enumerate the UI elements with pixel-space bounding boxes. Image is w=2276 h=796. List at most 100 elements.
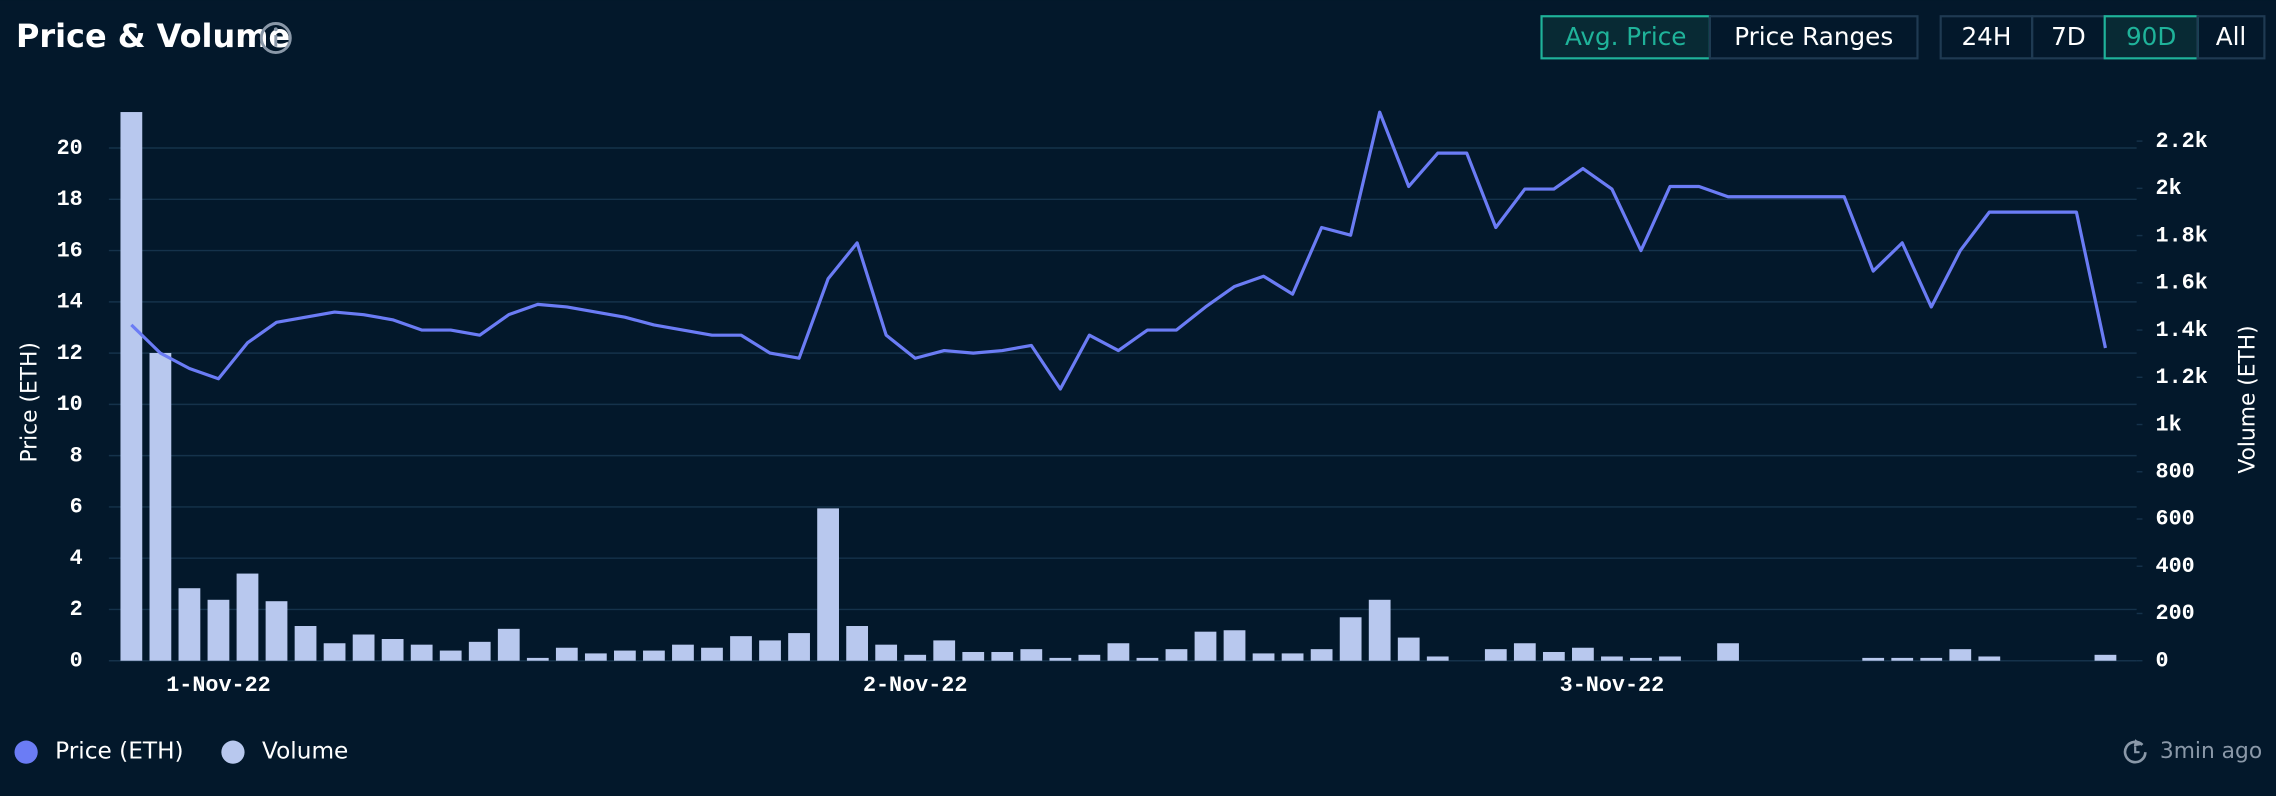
chart-title: Price & Volume	[16, 17, 290, 55]
y-tick-label: 2	[70, 597, 83, 622]
volume-bar	[1049, 657, 1072, 661]
volume-bar	[352, 634, 375, 661]
y2-tick-label: 1.8k	[2156, 223, 2208, 248]
y-tick-label: 16	[57, 238, 83, 263]
volume-bar	[1484, 649, 1507, 661]
volume-bar	[178, 588, 201, 661]
volume-bar	[497, 628, 520, 661]
volume-bar	[120, 112, 143, 661]
y-tick-label: 12	[57, 341, 83, 366]
y2-tick-label: 200	[2156, 601, 2195, 626]
view-button-label[interactable]: Price Ranges	[1734, 22, 1893, 51]
volume-bar	[1107, 643, 1130, 661]
range-button-label[interactable]: 90D	[2126, 22, 2176, 51]
volume-bar	[613, 650, 636, 661]
y2-tick-label: 400	[2156, 554, 2195, 579]
view-button[interactable]	[1540, 15, 1711, 60]
volume-bar	[468, 641, 491, 661]
y-tick-label: 18	[57, 187, 83, 212]
range-button[interactable]	[2103, 15, 2199, 60]
updated-label: 3min ago	[2160, 739, 2262, 764]
y-tick-label: 20	[57, 136, 83, 161]
volume-bar	[381, 638, 404, 661]
volume-bar	[439, 650, 462, 661]
y-tick-label: 8	[70, 443, 83, 468]
y2-tick-label: 1.2k	[2156, 365, 2208, 390]
volume-bar	[265, 601, 288, 661]
volume-bar	[1310, 649, 1333, 661]
volume-bar	[672, 644, 694, 661]
volume-bar	[1601, 656, 1623, 661]
volume-bar	[846, 626, 869, 661]
volume-bar	[584, 653, 607, 661]
legend-label[interactable]: Price (ETH)	[55, 738, 183, 765]
volume-bar	[555, 647, 578, 661]
volume-bar	[701, 647, 723, 661]
volume-bar	[1542, 651, 1565, 661]
y2-tick-label: 1.6k	[2156, 271, 2208, 296]
y2-tick-label: 600	[2156, 507, 2195, 532]
volume-bar	[875, 644, 898, 661]
x-tick-label: 3-Nov-22	[1560, 673, 1664, 698]
y2-tick-label: 800	[2156, 460, 2195, 485]
volume-bar	[1252, 653, 1275, 661]
range-button[interactable]	[2196, 15, 2266, 60]
volume-bar	[207, 599, 230, 661]
volume-bar	[904, 654, 927, 661]
volume-bar	[1194, 631, 1217, 661]
x-tick-label: 1-Nov-22	[166, 673, 271, 698]
volume-bar	[1891, 657, 1914, 661]
volume-bar	[1136, 657, 1159, 661]
volume-bar	[1223, 630, 1246, 661]
view-button-label[interactable]: Avg. Price	[1565, 22, 1687, 51]
volume-bar	[1397, 637, 1420, 661]
volume-bar	[1078, 654, 1101, 661]
volume-bar	[759, 640, 781, 661]
range-button-label[interactable]: All	[2216, 22, 2247, 51]
volume-bar	[962, 651, 985, 661]
volume-bar	[1949, 649, 1972, 661]
volume-bar	[323, 643, 346, 661]
y2-tick-label: 2k	[2156, 176, 2182, 201]
y2-tick-label: 2.2k	[2156, 129, 2208, 154]
range-button-label[interactable]: 7D	[2051, 22, 2086, 51]
y2-tick-label: 0	[2156, 648, 2169, 673]
y2-axis-title: Volume (ETH)	[2235, 325, 2260, 473]
volume-bar	[526, 657, 549, 661]
view-button[interactable]	[1708, 15, 1919, 60]
volume-bar	[1513, 643, 1536, 661]
volume-bar	[1020, 649, 1043, 661]
volume-bar	[1368, 599, 1391, 661]
price-line	[130, 110, 2108, 391]
legend-swatch[interactable]	[221, 740, 245, 764]
volume-bar	[149, 352, 172, 661]
legend-label[interactable]: Volume	[262, 738, 348, 765]
refresh-icon[interactable]	[2123, 739, 2147, 764]
legend-swatch[interactable]	[14, 740, 38, 764]
volume-bar	[294, 626, 317, 661]
volume-bar	[1165, 649, 1188, 661]
volume-bar	[991, 651, 1014, 661]
volume-bar	[1659, 656, 1681, 661]
range-button-label[interactable]: 24H	[1961, 22, 2011, 51]
toolbar: Avg. Price Price Ranges 24H 7D 90D All	[1540, 15, 2266, 60]
y2-tick-label: 1k	[2156, 412, 2182, 437]
volume-bar	[730, 636, 752, 661]
volume-bar	[1862, 657, 1885, 661]
volume-bar	[788, 633, 810, 661]
volume-bar	[1630, 657, 1652, 661]
volume-bar	[410, 644, 433, 661]
info-icon[interactable]	[259, 22, 292, 54]
volume-bar	[933, 640, 956, 661]
volume-bar	[1572, 647, 1594, 661]
volume-bar	[1339, 617, 1362, 661]
x-tick-label: 2-Nov-22	[863, 673, 968, 698]
y2-tick-label: 1.4k	[2156, 318, 2208, 343]
volume-bar	[1281, 653, 1304, 661]
volume-bar	[817, 508, 839, 661]
volume-bar	[1920, 657, 1943, 661]
volume-bar	[1717, 643, 1739, 661]
volume-bar	[1978, 656, 2001, 661]
